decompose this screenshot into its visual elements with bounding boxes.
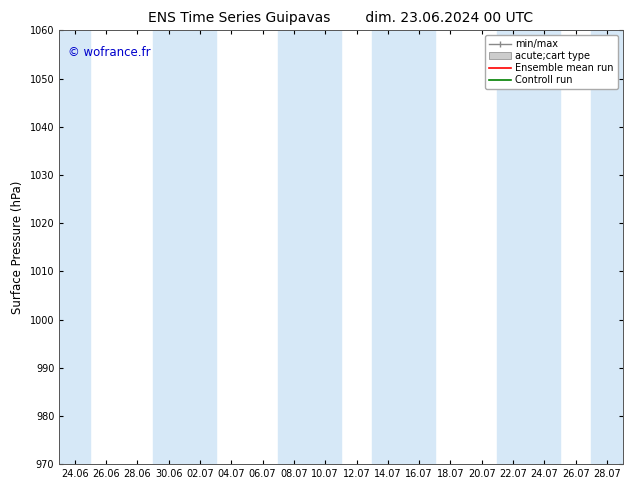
Bar — [372, 30, 435, 464]
Bar — [278, 30, 341, 464]
Bar — [498, 30, 560, 464]
Text: © wofrance.fr: © wofrance.fr — [68, 46, 150, 59]
Title: ENS Time Series Guipavas        dim. 23.06.2024 00 UTC: ENS Time Series Guipavas dim. 23.06.2024… — [148, 11, 533, 25]
Bar — [153, 30, 216, 464]
Legend: min/max, acute;cart type, Ensemble mean run, Controll run: min/max, acute;cart type, Ensemble mean … — [485, 35, 618, 89]
Y-axis label: Surface Pressure (hPa): Surface Pressure (hPa) — [11, 180, 24, 314]
Bar — [592, 30, 623, 464]
Bar — [59, 30, 91, 464]
